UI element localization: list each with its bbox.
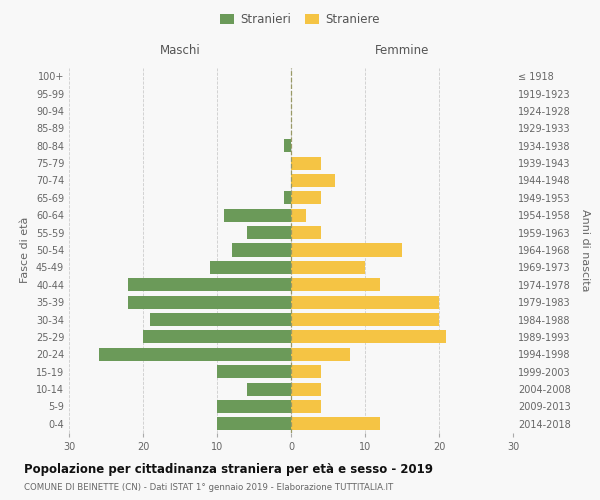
Bar — [128, 296, 291, 308]
Bar — [291, 296, 439, 308]
Bar — [284, 139, 291, 152]
Bar — [143, 330, 291, 344]
Y-axis label: Anni di nascita: Anni di nascita — [580, 209, 590, 291]
Bar — [291, 208, 306, 222]
Bar — [291, 278, 380, 291]
Bar — [291, 156, 320, 170]
Text: Popolazione per cittadinanza straniera per età e sesso - 2019: Popolazione per cittadinanza straniera p… — [24, 462, 433, 475]
Text: Femmine: Femmine — [375, 44, 429, 57]
Bar — [291, 244, 402, 256]
Bar — [291, 418, 380, 430]
Text: Maschi: Maschi — [160, 44, 200, 57]
Bar — [291, 330, 446, 344]
Bar — [291, 348, 350, 361]
Bar — [291, 174, 335, 187]
Bar — [128, 278, 291, 291]
Bar — [291, 261, 365, 274]
Bar — [224, 208, 291, 222]
Bar — [291, 313, 439, 326]
Bar — [98, 348, 291, 361]
Bar — [284, 192, 291, 204]
Bar — [247, 226, 291, 239]
Bar — [291, 192, 320, 204]
Bar — [232, 244, 291, 256]
Bar — [217, 418, 291, 430]
Bar — [217, 365, 291, 378]
Bar — [291, 400, 320, 413]
Y-axis label: Fasce di età: Fasce di età — [20, 217, 30, 283]
Bar — [291, 382, 320, 396]
Bar — [291, 365, 320, 378]
Text: COMUNE DI BEINETTE (CN) - Dati ISTAT 1° gennaio 2019 - Elaborazione TUTTITALIA.I: COMUNE DI BEINETTE (CN) - Dati ISTAT 1° … — [24, 482, 393, 492]
Bar — [247, 382, 291, 396]
Bar — [209, 261, 291, 274]
Legend: Stranieri, Straniere: Stranieri, Straniere — [215, 8, 385, 31]
Bar — [217, 400, 291, 413]
Bar — [291, 226, 320, 239]
Bar — [151, 313, 291, 326]
